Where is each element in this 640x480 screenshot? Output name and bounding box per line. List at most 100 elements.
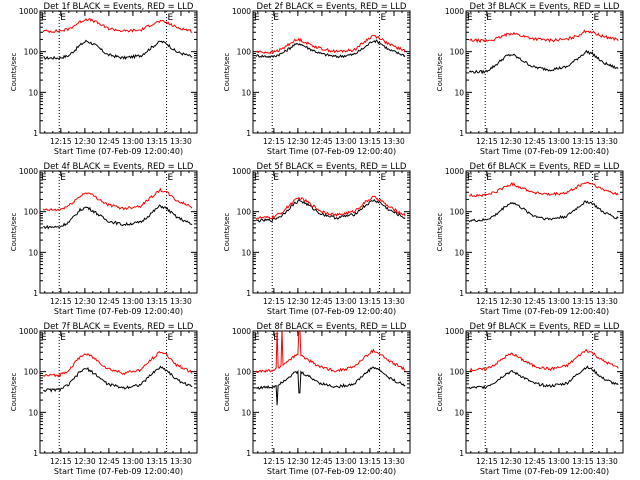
y-tick-label: 100 xyxy=(237,368,252,377)
x-axis-label: Start Time (07-Feb-09 12:00:40) xyxy=(267,307,396,316)
series-line-lld xyxy=(255,331,406,374)
series-line-events xyxy=(255,39,406,59)
x-tick-label: 12:45 xyxy=(311,297,333,306)
chart-title: Det 4f BLACK = Events, RED = LLD xyxy=(44,162,194,172)
y-tick-label: 1 xyxy=(33,289,38,298)
event-marker-label: E xyxy=(273,173,279,183)
chart-panel-9: Det 9f BLACK = Events, RED = LLD 1 10 100 10… xyxy=(436,322,624,476)
y-tick-label: 100 xyxy=(237,48,252,57)
x-tick-label: 13:30 xyxy=(170,297,192,306)
x-tick-label: 12:45 xyxy=(524,297,546,306)
event-marker-label: E xyxy=(381,333,387,343)
series-line-lld xyxy=(255,195,406,220)
y-axis-label: Counts/sec xyxy=(10,373,18,412)
x-tick-label: 12:30 xyxy=(500,297,522,306)
x-tick-label: 12:15 xyxy=(476,137,498,146)
series-line-events xyxy=(468,200,619,223)
chart-panel-1: Det 1f BLACK = Events, RED = LLD 1 10 100 10… xyxy=(10,2,198,156)
series-line-events xyxy=(255,366,406,406)
y-tick-label: 10 xyxy=(28,88,38,97)
y-axis-label: Counts/sec xyxy=(10,53,18,92)
y-axis-label: Counts/sec xyxy=(436,53,444,92)
plot-frame xyxy=(252,330,411,454)
x-tick-label: 13:15 xyxy=(572,297,594,306)
y-axis-label: Counts/sec xyxy=(436,213,444,252)
event-marker-label: E xyxy=(467,173,473,183)
chart-title: Det 5f BLACK = Events, RED = LLD xyxy=(257,162,407,172)
event-marker-label: E xyxy=(594,173,600,183)
x-tick-label: 12:15 xyxy=(476,457,498,466)
chart-panel-4: Det 4f BLACK = Events, RED = LLD 1 10 100 10… xyxy=(10,162,198,316)
y-tick-label: 10 xyxy=(28,248,38,257)
x-tick-label: 13:00 xyxy=(122,297,144,306)
y-tick-label: 100 xyxy=(450,368,465,377)
x-tick-label: 13:00 xyxy=(122,457,144,466)
y-tick-label: 1 xyxy=(33,449,38,458)
x-tick-label: 13:15 xyxy=(359,137,381,146)
series-line-events xyxy=(43,365,193,393)
event-marker-label: E xyxy=(41,13,47,23)
series-line-lld xyxy=(469,29,619,44)
plot-frame xyxy=(252,10,411,134)
y-tick-label: 1 xyxy=(459,129,464,138)
x-axis-label: Start Time (07-Feb-09 12:00:40) xyxy=(480,307,609,316)
chart-title: Det 2f BLACK = Events, RED = LLD xyxy=(257,2,407,12)
y-axis-label: Counts/sec xyxy=(436,373,444,412)
x-tick-label: 12:45 xyxy=(98,137,120,146)
x-tick-label: 13:00 xyxy=(548,457,570,466)
x-tick-label: 13:00 xyxy=(122,137,144,146)
event-marker-label: E xyxy=(41,173,47,183)
series-line-events xyxy=(468,365,619,390)
x-axis-label: Start Time (07-Feb-09 12:00:40) xyxy=(54,147,183,156)
y-tick-label: 100 xyxy=(450,208,465,217)
event-marker-label: E xyxy=(60,333,66,343)
x-tick-label: 13:15 xyxy=(359,457,381,466)
event-marker-label: E xyxy=(41,333,47,343)
series-line-lld xyxy=(42,351,193,378)
y-axis-label: Counts/sec xyxy=(10,213,18,252)
x-tick-label: 13:15 xyxy=(146,457,168,466)
x-tick-label: 12:15 xyxy=(50,297,72,306)
x-tick-label: 12:15 xyxy=(50,137,72,146)
y-tick-label: 1000 xyxy=(232,167,251,176)
x-tick-label: 12:15 xyxy=(476,297,498,306)
y-tick-label: 1000 xyxy=(19,167,38,176)
plot-frame xyxy=(39,170,198,294)
x-tick-label: 12:15 xyxy=(50,457,72,466)
plot-frame xyxy=(465,10,624,134)
y-tick-label: 10 xyxy=(454,88,464,97)
y-tick-label: 1 xyxy=(33,129,38,138)
y-tick-label: 10 xyxy=(28,408,38,417)
x-axis-label: Start Time (07-Feb-09 12:00:40) xyxy=(480,147,609,156)
x-tick-label: 13:30 xyxy=(170,137,192,146)
x-tick-label: 12:30 xyxy=(74,297,96,306)
x-tick-label: 12:30 xyxy=(287,137,309,146)
x-axis-label: Start Time (07-Feb-09 12:00:40) xyxy=(267,467,396,476)
x-tick-label: 13:30 xyxy=(383,137,405,146)
event-marker-label: E xyxy=(486,173,492,183)
x-tick-label: 13:00 xyxy=(335,457,357,466)
x-tick-label: 12:45 xyxy=(311,457,333,466)
y-tick-label: 100 xyxy=(24,208,39,217)
x-tick-label: 12:30 xyxy=(74,137,96,146)
x-tick-label: 13:15 xyxy=(572,137,594,146)
chart-title: Det 7f BLACK = Events, RED = LLD xyxy=(44,322,194,332)
y-tick-label: 1 xyxy=(459,289,464,298)
series-line-lld xyxy=(469,181,619,198)
y-tick-label: 10 xyxy=(454,408,464,417)
chart-title: Det 8f BLACK = Events, RED = LLD xyxy=(257,322,407,332)
series-line-events xyxy=(255,198,406,223)
chart-panel-7: Det 7f BLACK = Events, RED = LLD 1 10 100 10… xyxy=(10,322,198,476)
event-marker-label: E xyxy=(594,13,600,23)
plot-frame xyxy=(465,330,624,454)
y-tick-label: 1 xyxy=(459,449,464,458)
y-tick-label: 1000 xyxy=(19,327,38,336)
y-tick-label: 10 xyxy=(241,88,251,97)
y-tick-label: 100 xyxy=(237,208,252,217)
series-line-lld xyxy=(42,18,193,34)
chart-panel-2: Det 2f BLACK = Events, RED = LLD 1 10 100 10… xyxy=(223,2,411,156)
event-marker-label: E xyxy=(467,13,473,23)
x-tick-label: 13:00 xyxy=(548,137,570,146)
event-marker-label: E xyxy=(60,173,66,183)
x-tick-label: 13:30 xyxy=(596,297,618,306)
